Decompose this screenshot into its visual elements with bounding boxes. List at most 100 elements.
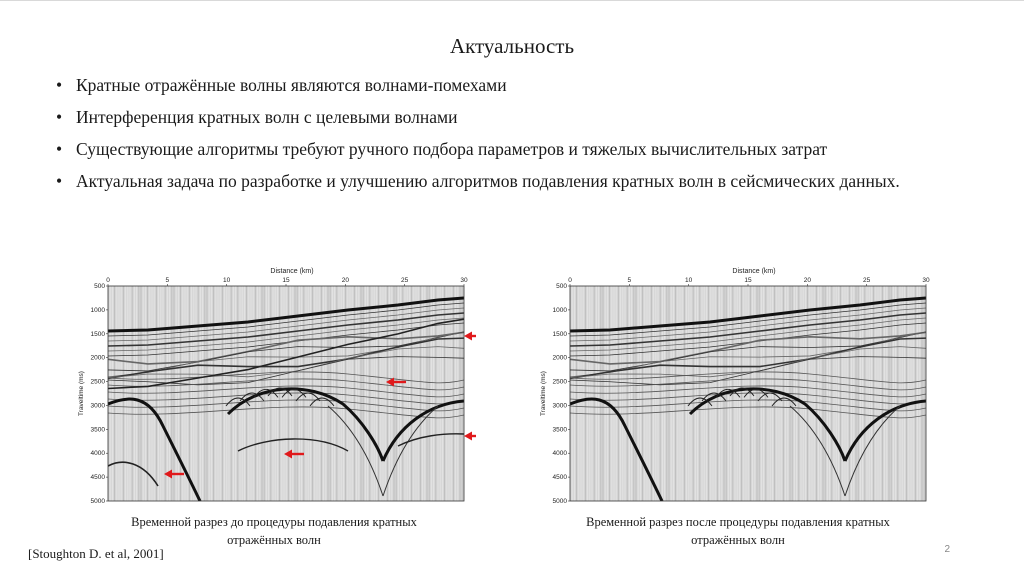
red-arrow-head [464,331,472,341]
bullet-marker: • [56,107,63,127]
diffraction-hyperbola [701,392,727,402]
x-tick-label: 5 [166,277,170,284]
basin-reflector [108,399,464,412]
x-tick-label: 10 [685,277,693,284]
basement-reflector [843,399,926,462]
basin-reflector [570,399,926,412]
y-tick-label: 3000 [91,402,106,409]
diffraction-tail [327,405,384,497]
basement-reflector [381,399,464,462]
basin-reflector [108,385,464,398]
bullet-marker: • [56,139,63,159]
red-arrow-head [164,469,172,479]
red-arrow [464,431,484,441]
y-tick-label: 2000 [91,355,106,362]
red-arrow-head [386,377,394,387]
red-arrow [164,469,184,479]
seismic-plot-after: Distance (km) 0 5 10 15 20 25 30 500 1000 1500 2000… [540,268,930,505]
multiple-reflector [397,433,464,447]
basin-reflector [570,371,926,384]
y-tick-label: 1000 [91,307,106,314]
bullet-item: • Кратные отражённые волны являются волна… [54,74,954,96]
bullet-text: Интерференция кратных волн с целевыми во… [76,107,458,127]
diffraction-hyperbola [771,397,797,407]
diffraction-tail [844,405,901,497]
y-axis-label: Traveltime (ms) [540,371,547,416]
seafloor-reflector [570,296,926,333]
basin-reflector [108,371,464,384]
bullet-marker: • [56,75,63,95]
horizon-reflector [570,302,926,337]
diffraction-hyperbola [239,392,265,402]
y-tick-label: 2500 [553,379,568,386]
x-tick-label: 20 [342,277,350,284]
horizon-reflector [570,331,926,365]
diffraction-tail [382,405,439,497]
red-arrow [284,449,304,459]
y-tick-label: 5000 [91,498,106,505]
x-axis-label: Distance (km) [270,268,313,275]
seafloor-reflector [108,296,464,333]
caption-line: Временной разрез до процедуры подавления… [131,515,417,529]
horizon-reflector [108,337,464,380]
caption-line: отражённых волн [227,533,321,547]
y-tick-label: 4500 [91,474,106,481]
x-tick-label: 15 [744,277,752,284]
horizon-reflector [108,302,464,337]
basin-reflector [570,406,926,419]
y-tick-label: 3000 [553,402,568,409]
horizon-reflector [108,312,464,347]
y-tick-label: 2500 [91,379,106,386]
horizon-reflector [570,337,926,380]
y-tick-label: 1500 [91,331,106,338]
y-tick-label: 500 [94,283,105,290]
horizon-reflector [108,317,464,352]
horizon-reflector [108,331,464,365]
bullet-item: • Существующие алгоритмы требуют ручного … [54,138,954,160]
basin-reflector [570,385,926,398]
y-axis-label: Traveltime (ms) [78,371,85,416]
x-tick-label: 15 [282,277,290,284]
seismic-section-before: Distance (km) 0 5 10 15 20 25 30 500 1000 1500 2000… [78,264,484,514]
diffraction-hyperbola [715,388,741,398]
diffraction-tail [789,405,846,497]
caption-line: отражённых волн [691,533,785,547]
basement-reflector [108,397,202,501]
page-number: 2 [944,544,950,555]
bullet-item: • Актуальная задача по разработке и улучш… [54,170,954,192]
x-tick-label: 30 [460,277,468,284]
horizon-reflector [570,312,926,347]
diffraction-hyperbola [687,397,713,407]
diffraction-hyperbola [281,388,307,398]
red-arrow-head [464,431,472,441]
y-tick-label: 5000 [553,498,568,505]
diffraction-hyperbola [309,397,335,407]
y-tick-label: 4500 [553,474,568,481]
y-tick-label: 4000 [91,450,106,457]
horizon-reflector [570,356,926,386]
multiple-reflector [237,438,349,452]
figure-caption-after: Временной разрез после процедуры подавле… [548,513,928,549]
bullet-text: Актуальная задача по разработке и улучше… [76,171,900,191]
multiple-reflector [108,461,159,487]
bullet-text: Существующие алгоритмы требуют ручного п… [76,139,828,159]
bullet-item: • Интерференция кратных волн с целевыми в… [54,106,954,128]
y-tick-label: 2000 [553,355,568,362]
basin-reflector [108,378,464,391]
citation: [Stoughton D. et al, 2001] [28,546,164,561]
y-tick-label: 3500 [91,426,106,433]
x-tick-label: 0 [106,277,110,284]
x-tick-label: 10 [223,277,231,284]
x-tick-label: 5 [628,277,632,284]
diffraction-hyperbola [267,387,293,397]
diffraction-hyperbola [225,397,251,407]
basin-reflector [570,378,926,391]
horizon-reflector [108,356,464,386]
y-tick-label: 1000 [553,307,568,314]
basement-reflector [570,397,664,501]
x-tick-label: 20 [804,277,812,284]
bullet-marker: • [56,171,63,191]
diffraction-hyperbola [743,388,769,398]
diffraction-hyperbola [729,387,755,397]
bullet-text: Кратные отражённые волны являются волнам… [76,75,507,95]
